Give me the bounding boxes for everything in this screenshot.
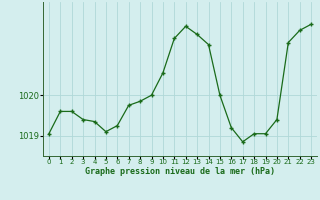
- X-axis label: Graphe pression niveau de la mer (hPa): Graphe pression niveau de la mer (hPa): [85, 167, 275, 176]
